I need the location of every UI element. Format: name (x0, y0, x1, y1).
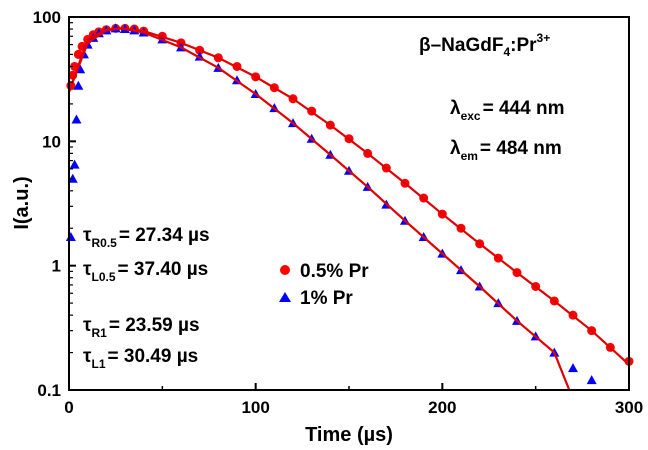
x-tick-label: 0 (64, 398, 73, 417)
x-axis-title: Time (µs) (305, 424, 393, 446)
legend-label-1pr: 1% Pr (300, 288, 353, 309)
legend-label-05pr: 0.5% Pr (300, 261, 369, 282)
data-point-triangle (586, 375, 597, 385)
compound-label: β–NaGdF4:Pr3+ (419, 31, 550, 59)
data-point-triangle (568, 363, 578, 373)
legend: 0.5% Pr 1% Pr (279, 261, 369, 309)
data-point-triangle (73, 80, 84, 90)
series-layer (65, 23, 634, 391)
x-tick-label: 100 (241, 398, 269, 417)
data-point-triangle (69, 159, 80, 169)
tau-r05-label: τR0.5 = 27.34 µs (83, 225, 210, 250)
tau-l05-label: τL0.5 = 37.40 µs (83, 259, 208, 284)
fit-line-1 (67, 27, 571, 391)
y-axis-title: I(a.u.) (11, 176, 33, 229)
x-tick-label: 200 (428, 398, 456, 417)
tau-r1-label: τR1 = 23.59 µs (83, 315, 200, 340)
y-tick-label: 100 (33, 8, 61, 27)
excitation-label: λexc = 444 nm (450, 98, 564, 123)
tau-l1-label: τL1 = 30.49 µs (83, 346, 198, 371)
tick-layer: 0 100 200 300 0.1 1 10 100 (33, 8, 644, 417)
data-point-triangle (65, 232, 76, 242)
y-tick-label: 1 (52, 257, 61, 276)
data-point-triangle (71, 114, 82, 124)
y-tick-label: 10 (42, 132, 61, 151)
legend-marker-05pr (280, 265, 290, 275)
emission-label: λem = 484 nm (450, 138, 562, 163)
legend-marker-1pr (279, 292, 291, 302)
x-tick-label: 300 (615, 398, 643, 417)
y-tick-label: 0.1 (37, 381, 61, 400)
